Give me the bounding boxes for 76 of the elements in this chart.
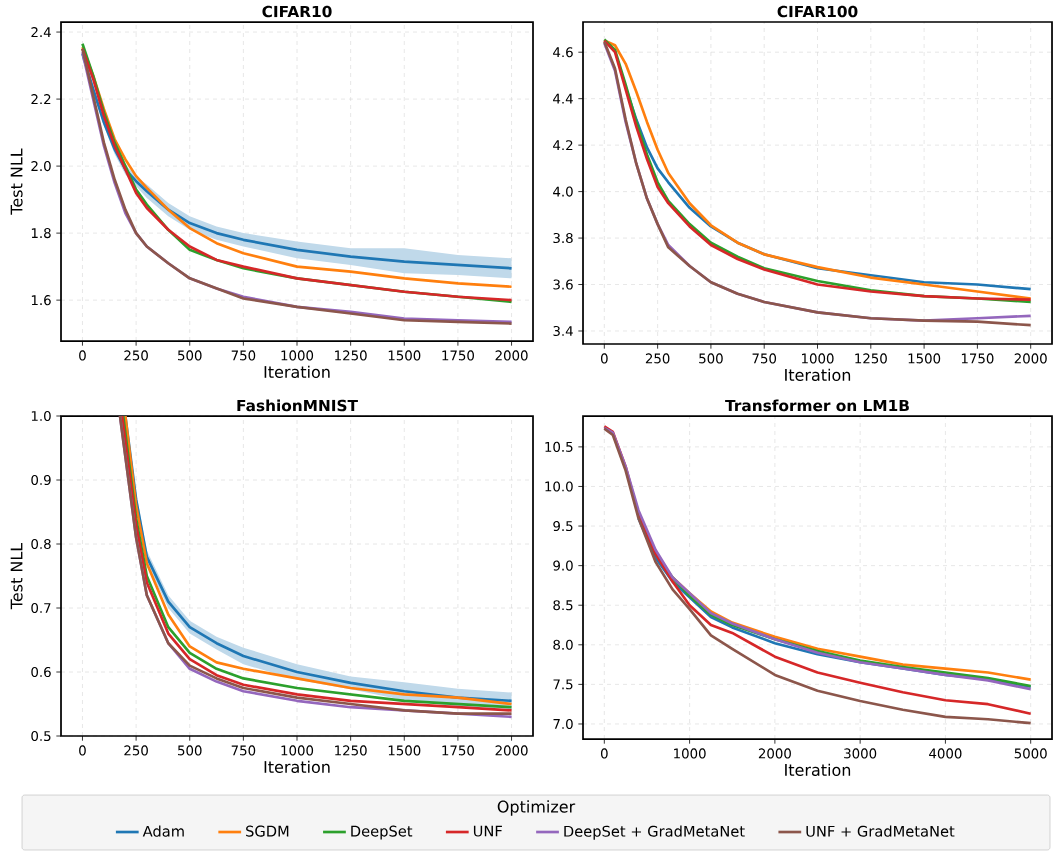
- x-tick-label: 3000: [844, 748, 877, 759]
- y-tick-label: 0.9: [31, 474, 51, 486]
- y-tick-label: 1.8: [31, 228, 51, 239]
- y-tick-label: 0.6: [31, 666, 51, 678]
- x-tick-label: 1250: [855, 353, 887, 364]
- x-tick-label: 1000: [674, 748, 706, 759]
- x-tick-label: 1000: [802, 353, 834, 364]
- y-tick-label: 3.8: [553, 233, 573, 244]
- chart-title: Transformer on LM1B: [725, 399, 909, 412]
- x-tick-label: 1250: [335, 745, 367, 756]
- y-tick-label: 2.0: [31, 161, 51, 172]
- y-tick-label: 0.7: [31, 602, 51, 614]
- legend-label: UNF + GradMetaNet: [806, 825, 955, 837]
- x-tick-label: 1000: [281, 745, 314, 756]
- x-tick-label: 500: [699, 353, 723, 364]
- y-tick-label: 0.8: [31, 538, 51, 550]
- x-axis-title: Iteration: [264, 760, 330, 774]
- x-tick-label: 750: [752, 353, 777, 364]
- y-tick-label: 7.5: [553, 679, 573, 690]
- x-tick-label: 500: [178, 350, 202, 361]
- x-axis-title: Iteration: [264, 365, 330, 379]
- chart-title: FashionMNIST: [237, 399, 358, 412]
- x-tick-label: 0: [79, 350, 86, 361]
- x-tick-label: 5000: [1014, 748, 1047, 759]
- y-tick-label: 4.6: [553, 47, 573, 58]
- y-tick-label: 10.0: [545, 481, 573, 492]
- y-tick-label: 9.5: [553, 520, 573, 532]
- chart-title: CIFAR10: [262, 5, 332, 18]
- y-tick-label: 1.6: [31, 295, 51, 306]
- x-tick-label: 2000: [495, 350, 528, 361]
- y-tick-label: 3.6: [553, 279, 573, 290]
- legend-label: DeepSet: [351, 825, 413, 840]
- legend-label: Adam: [142, 825, 184, 837]
- y-tick-label: 4.4: [553, 93, 573, 104]
- x-tick-label: 0: [600, 748, 608, 759]
- x-tick-label: 1500: [388, 350, 421, 361]
- legend-title: Optimizer: [497, 800, 576, 816]
- y-tick-label: 0.5: [31, 730, 51, 742]
- y-tick-label: 2.2: [31, 94, 51, 105]
- x-tick-label: 1500: [388, 745, 421, 756]
- x-tick-label: 2000: [1014, 353, 1047, 364]
- chart-title: CIFAR100: [777, 5, 858, 18]
- y-axis-title: Test NLL: [10, 148, 23, 215]
- x-tick-label: 2000: [758, 748, 791, 759]
- x-tick-label: 0: [600, 353, 608, 364]
- x-tick-label: 4000: [929, 748, 962, 759]
- x-tick-label: 1750: [442, 350, 474, 361]
- x-tick-label: 750: [231, 350, 256, 361]
- legend-label: DeepSet + GradMetaNet: [564, 825, 745, 840]
- x-tick-label: 1000: [281, 350, 314, 361]
- y-tick-label: 7.0: [553, 718, 573, 730]
- y-axis-title: Test NLL: [10, 542, 23, 610]
- x-axis-title: Iteration: [785, 763, 851, 777]
- x-tick-label: 1250: [335, 350, 367, 361]
- y-tick-label: 10.5: [545, 441, 573, 452]
- y-tick-label: 4.0: [553, 186, 573, 197]
- x-tick-label: 250: [645, 353, 670, 364]
- x-tick-label: 1750: [961, 353, 994, 364]
- legend-label: SGDM: [246, 825, 289, 837]
- x-tick-label: 250: [124, 350, 148, 361]
- x-tick-label: 2000: [495, 745, 528, 756]
- x-tick-label: 750: [231, 745, 256, 756]
- y-tick-label: 9.0: [553, 560, 573, 571]
- x-axis-title: Iteration: [785, 368, 851, 382]
- y-tick-label: 8.5: [553, 600, 573, 611]
- y-tick-label: 4.2: [553, 140, 573, 151]
- x-tick-label: 500: [178, 745, 202, 756]
- y-tick-label: 8.0: [553, 639, 573, 650]
- y-tick-label: 3.4: [553, 325, 573, 337]
- y-tick-label: 1.0: [31, 410, 51, 422]
- y-tick-label: 2.4: [31, 27, 51, 38]
- legend-label: UNF: [473, 825, 502, 837]
- x-tick-label: 1750: [442, 745, 474, 756]
- x-tick-label: 0: [79, 745, 86, 756]
- x-tick-label: 250: [124, 745, 148, 756]
- x-tick-label: 1500: [908, 353, 941, 364]
